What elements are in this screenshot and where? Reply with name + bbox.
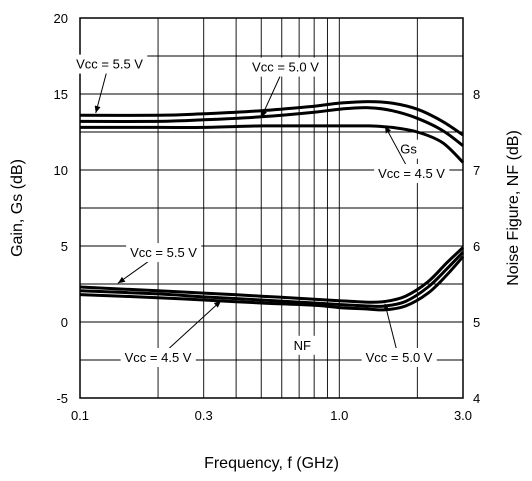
annotation-background — [120, 347, 196, 367]
annotation-6: NF — [289, 335, 316, 355]
annotation-background — [72, 54, 148, 74]
y-left-tick-label: -5 — [56, 391, 68, 406]
y-right-tick-label: 8 — [473, 87, 480, 102]
annotation-7: Vcc = 5.0 V — [361, 303, 437, 367]
series-line-3 — [79, 246, 465, 304]
annotation-5: Vcc = 4.5 V — [120, 300, 222, 367]
annotation-arrow-head — [261, 109, 267, 118]
x-tick-label: 3.0 — [454, 408, 472, 423]
annotation-arrow-head — [383, 303, 390, 312]
y-left-tick-label: 15 — [54, 87, 68, 102]
series-line-4 — [79, 251, 465, 308]
y-axis-right-title: Noise Figure, NF (dB) — [505, 130, 522, 286]
annotation-0: Vcc = 5.5 V — [72, 54, 148, 114]
series-line-0 — [79, 100, 464, 137]
annotation-background — [374, 164, 450, 184]
y-right-tick-label: 4 — [473, 391, 480, 406]
y-left-tick-label: 5 — [61, 239, 68, 254]
annotation-arrow-line — [260, 73, 282, 118]
y-axis-left-title: Gain, Gs (dB) — [9, 159, 26, 257]
annotations: Vcc = 5.5 V Vcc = 5.0 V Gs Vcc = 4.5 V Vcc =… — [72, 54, 450, 367]
annotation-background — [248, 57, 324, 77]
annotation-label: Vcc = 4.5 V — [125, 350, 192, 365]
annotation-2: Gs — [396, 139, 422, 159]
annotation-arrow-head — [94, 105, 101, 113]
tick-labels: 0.1 0.3 1.0 3.0 20 15 10 5 0 -5 8 7 6 5 4 — [54, 11, 481, 423]
annotation-label: Vcc = 5.5 V — [130, 245, 197, 260]
annotation-label: NF — [294, 338, 311, 353]
annotation-arrow-line — [384, 303, 397, 350]
annotation-4: Vcc = 5.5 V — [117, 243, 202, 284]
y-right-tick-label: 7 — [473, 163, 480, 178]
y-right-tick-label: 5 — [473, 315, 480, 330]
annotation-arrow-line — [165, 300, 222, 353]
series-line-2 — [79, 124, 465, 164]
annotation-label: Vcc = 4.5 V — [378, 166, 445, 181]
annotation-3: Vcc = 4.5 V — [374, 125, 450, 184]
y-left-tick-label: 0 — [61, 315, 68, 330]
series-layer — [79, 100, 465, 312]
y-left-tick-label: 20 — [54, 11, 68, 26]
annotation-background — [396, 139, 422, 159]
annotation-arrow-line — [384, 125, 408, 167]
annotation-label: Vcc = 5.0 V — [366, 350, 433, 365]
plot-frame — [79, 17, 464, 399]
annotation-label: Vcc = 5.5 V — [76, 57, 143, 72]
annotation-background — [361, 347, 437, 367]
x-axis-title: Frequency, f (GHz) — [204, 455, 339, 472]
annotation-label: Vcc = 5.0 V — [252, 60, 319, 75]
annotation-arrow-head — [117, 276, 126, 284]
series-line-1 — [79, 106, 464, 147]
x-tick-label: 1.0 — [330, 408, 348, 423]
annotation-background — [126, 243, 202, 263]
x-tick-label: 0.1 — [71, 408, 89, 423]
y-right-tick-label: 6 — [473, 239, 480, 254]
annotation-arrow-head — [213, 300, 222, 308]
annotation-label: Gs — [400, 142, 417, 157]
annotation-1: Vcc = 5.0 V — [248, 57, 324, 118]
series-line-5 — [79, 255, 465, 312]
annotation-arrow-line — [95, 71, 108, 114]
annotation-arrow-head — [384, 125, 392, 134]
x-tick-label: 0.3 — [195, 408, 213, 423]
y-left-tick-label: 10 — [54, 163, 68, 178]
annotation-background — [289, 335, 316, 355]
